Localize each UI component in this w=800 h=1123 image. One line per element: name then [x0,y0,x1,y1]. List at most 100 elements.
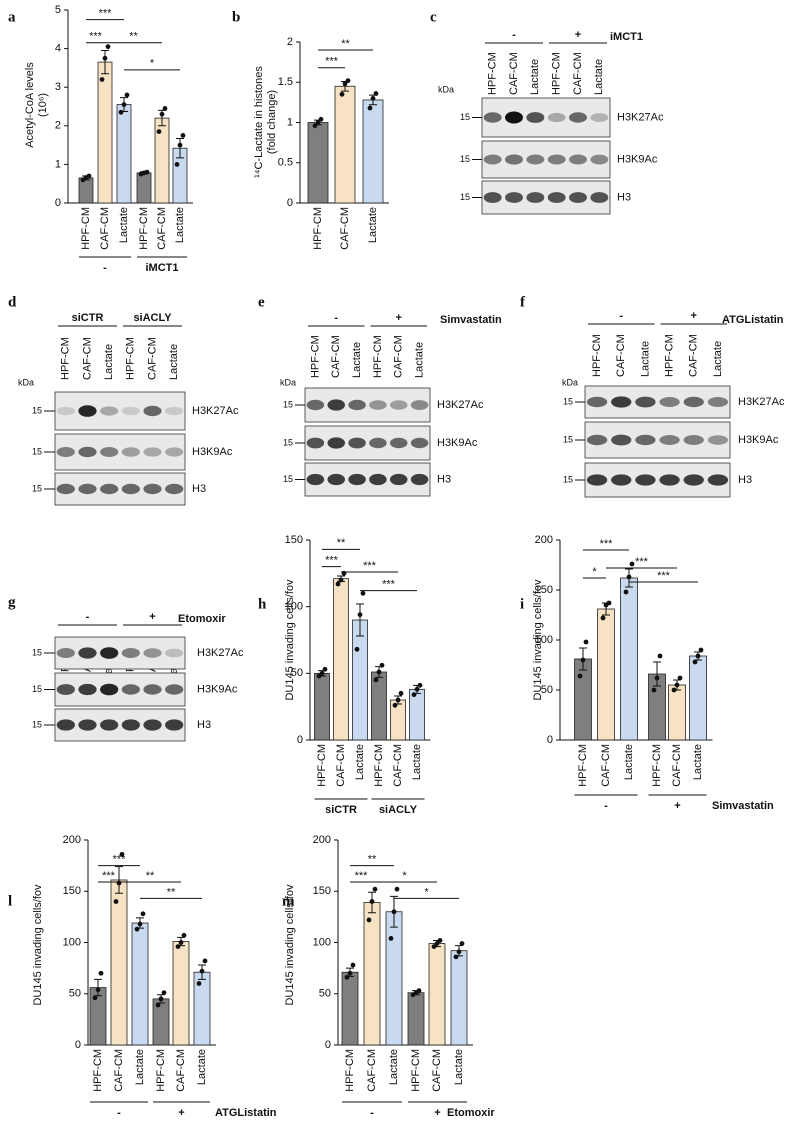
panel-letter: f [520,294,526,310]
data-point [86,173,92,179]
blot-band [306,437,325,449]
blot-band [121,648,140,658]
y-tick-label: 50 [291,667,303,679]
x-tick-label: HPF-CM [577,744,589,787]
blot-band [348,437,366,449]
row-label: H3K9Ac [197,683,238,695]
x-tick-label: HPF-CM [155,1049,167,1092]
data-point [698,647,704,653]
data-point [344,974,350,980]
bar [363,902,381,1046]
kda-label: kDa [438,84,454,94]
kda-label: kDa [562,377,578,387]
kda-label: kDa [18,377,34,387]
marker-label: 15 [563,474,573,484]
significance-label: ** [129,31,138,43]
marker-label: 15 [460,154,470,164]
bar [110,879,128,1046]
x-tick-label: CAF-CM [392,744,404,787]
data-point [453,954,459,960]
blot-panel [54,433,186,471]
y-tick-label: 0 [297,734,303,746]
data-point [456,949,462,955]
x-tick-label: Lactate [453,1049,465,1085]
blot-band [590,192,609,203]
blot-band [121,447,140,457]
marker-label: 15 [460,192,470,202]
lane-label: HPF-CM [551,52,563,95]
data-point [95,987,101,993]
treatment-label: ATGListatin [722,314,784,326]
blot-band [165,406,184,416]
group-label: - [334,312,338,324]
blot-band [100,719,119,731]
x-tick-label: HPF-CM [410,1049,422,1092]
panel-letter: i [520,596,524,612]
x-tick-label: Lactate [692,744,704,780]
row-label: H3K27Ac [437,399,484,411]
marker-label: 15 [563,396,573,406]
lane-label: HPF-CM [591,334,603,377]
bar [307,122,329,204]
lane-label: HPF-CM [60,337,72,380]
bar [385,911,403,1046]
marker-label: 15 [283,399,293,409]
x-tick-label: Lactate [354,744,366,780]
significance-label: *** [99,8,113,20]
blot-band [100,647,119,659]
blot-band [100,483,119,495]
data-point [373,677,379,683]
blot-band [56,483,75,495]
data-point [370,95,376,101]
data-point [102,55,108,61]
lane-label: HPF-CM [125,337,137,380]
error-bar [356,603,364,637]
panel-letter: h [258,596,267,612]
data-point [623,589,629,595]
group-label: + [691,310,697,322]
bar [152,998,170,1046]
blot-band [100,683,119,696]
blot-band [569,112,587,123]
data-point [388,936,394,941]
blot-band [505,154,523,165]
bar [428,943,446,1046]
blot-band [547,154,566,165]
x-tick-label: HPF-CM [312,207,324,250]
significance-label: ** [146,870,155,882]
data-point [156,129,162,134]
data-point [339,91,345,97]
data-point [178,940,184,945]
blot-band [56,648,75,658]
blot-panel [54,708,186,742]
error-bar [115,866,123,894]
y-tick-label: 4 [55,43,61,55]
blot-panel [54,636,186,670]
data-point [202,958,208,964]
blot-band [611,474,632,486]
data-point [580,657,586,663]
panel-letter: m [282,893,295,909]
y-tick-label: 5 [55,4,61,16]
y-tick-label: 0 [55,197,61,209]
bar [450,950,468,1046]
blot-band [526,154,545,165]
blot-band [143,405,162,417]
blot-band [547,112,566,123]
data-point [92,995,98,1001]
significance-label: * [592,566,597,578]
blot-band [505,111,523,124]
row-label: H3 [617,191,631,203]
data-point [118,109,124,115]
data-point [674,682,680,688]
error-bar [101,50,109,75]
y-tick-label: 200 [63,834,81,846]
blot-band [306,473,325,486]
treatment-label: Etomoxir [447,1107,495,1119]
blot-panel [481,97,611,138]
data-point [144,169,150,175]
data-point [692,659,698,665]
data-point [695,653,701,659]
data-point [376,669,382,675]
x-tick-label: Lactate [196,1049,208,1085]
